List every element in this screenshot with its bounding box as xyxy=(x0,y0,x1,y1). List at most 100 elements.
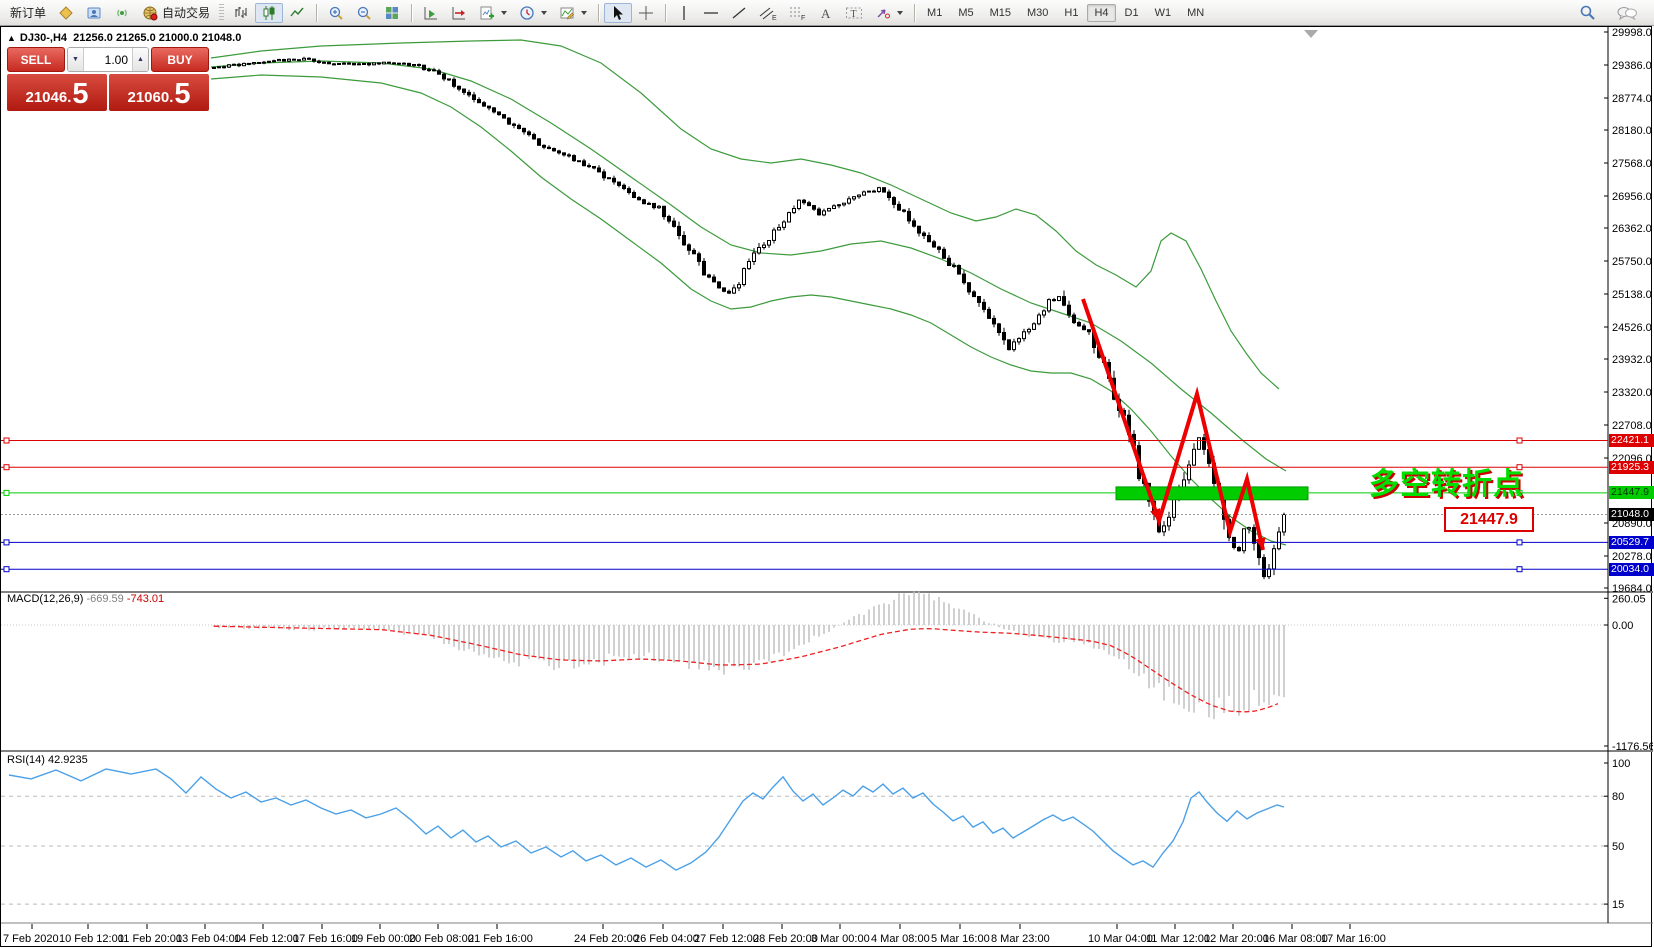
svg-text:3 Mar 00:00: 3 Mar 00:00 xyxy=(811,933,870,945)
community-icon[interactable] xyxy=(80,3,108,23)
macd-label: MACD(12,26,9) -669.59 -743.01 xyxy=(7,593,164,605)
svg-text:29386.0: 29386.0 xyxy=(1612,60,1652,72)
vertical-line-icon[interactable] xyxy=(671,3,697,23)
svg-text:A: A xyxy=(821,6,831,21)
svg-text:26362.0: 26362.0 xyxy=(1612,223,1652,235)
fibonacci-icon[interactable]: F xyxy=(783,3,813,23)
price-label-badge: 20529.7 xyxy=(1609,535,1654,549)
price-tag-label[interactable]: 21447.9 xyxy=(1444,507,1534,532)
svg-text:20890.0: 20890.0 xyxy=(1612,518,1652,530)
timeframe-mn[interactable]: MN xyxy=(1187,6,1205,19)
chat-icon[interactable] xyxy=(1610,3,1644,23)
volume-decrease-button[interactable]: ▼ xyxy=(68,48,84,71)
svg-text:11 Mar 12:00: 11 Mar 12:00 xyxy=(1146,933,1210,945)
search-icon[interactable] xyxy=(1573,3,1602,23)
timeframe-h1[interactable]: H1 xyxy=(1064,6,1079,19)
main-price-pane xyxy=(210,39,1309,580)
svg-text:20278.0: 20278.0 xyxy=(1612,551,1652,563)
signals-icon[interactable] xyxy=(108,3,136,23)
horizontal-lines[interactable] xyxy=(1,437,1608,573)
svg-text:5 Mar 16:00: 5 Mar 16:00 xyxy=(931,933,990,945)
timeframe-m5[interactable]: M5 xyxy=(958,6,974,19)
svg-text:28774.0: 28774.0 xyxy=(1612,93,1652,105)
timeframe-m15[interactable]: M15 xyxy=(989,6,1011,19)
macd-histogram xyxy=(213,591,1285,720)
volume-spinner: ▼ ▲ xyxy=(67,47,149,72)
new-order-diamond-icon[interactable] xyxy=(52,3,80,23)
text-icon[interactable]: A xyxy=(813,3,839,23)
svg-text:14 Feb 12:00: 14 Feb 12:00 xyxy=(234,933,299,945)
timeframe-d1[interactable]: D1 xyxy=(1124,6,1139,19)
one-click-trading-panel: SELL ▼ ▲ BUY 21046.5 21060.5 xyxy=(7,47,209,111)
new-order-button[interactable]: 新订单 xyxy=(4,3,52,23)
sell-button[interactable]: SELL xyxy=(7,47,65,72)
buy-price[interactable]: 21060. 5 xyxy=(109,74,209,111)
toolbar-separator xyxy=(665,3,667,22)
svg-text:17 Feb 16:00: 17 Feb 16:00 xyxy=(293,933,358,945)
chevron-down-icon xyxy=(897,10,904,15)
svg-text:8 Mar 23:00: 8 Mar 23:00 xyxy=(991,933,1050,945)
svg-text:E: E xyxy=(772,15,777,21)
sell-price[interactable]: 21046. 5 xyxy=(7,74,107,111)
svg-text:50: 50 xyxy=(1612,841,1624,853)
svg-text:F: F xyxy=(801,15,805,21)
main-toolbar: 新订单 自动交易 xyxy=(0,0,1654,26)
timeframe-h4[interactable]: H4 xyxy=(1087,3,1116,22)
svg-text:22708.0: 22708.0 xyxy=(1612,420,1652,432)
sell-price-main: 21046 xyxy=(25,89,68,106)
volume-input[interactable] xyxy=(84,48,132,71)
new-chart-icon[interactable] xyxy=(473,3,513,23)
svg-text:17 Mar 16:00: 17 Mar 16:00 xyxy=(1321,933,1386,945)
buy-button[interactable]: BUY xyxy=(151,47,209,72)
svg-text:19684.0: 19684.0 xyxy=(1612,583,1652,595)
volume-increase-button[interactable]: ▲ xyxy=(132,48,148,71)
trendline-icon[interactable] xyxy=(725,3,753,23)
svg-text:T: T xyxy=(851,9,857,20)
arrows-icon[interactable] xyxy=(869,3,909,23)
toolbar-separator xyxy=(411,3,413,22)
price-label-badge: 21447.9 xyxy=(1609,486,1654,500)
timeframe-w1[interactable]: W1 xyxy=(1154,6,1172,19)
svg-text:27 Feb 12:00: 27 Feb 12:00 xyxy=(694,933,759,945)
buy-price-sep: . xyxy=(169,89,174,106)
crosshair-icon[interactable] xyxy=(632,3,660,23)
svg-text:25138.0: 25138.0 xyxy=(1612,289,1652,301)
rsi-pane: 100 80 50 15 xyxy=(1,758,1630,911)
svg-text:16 Mar 08:00: 16 Mar 08:00 xyxy=(1263,933,1328,945)
auto-trading-label: 自动交易 xyxy=(162,6,211,20)
svg-text:13 Feb 04:00: 13 Feb 04:00 xyxy=(176,933,241,945)
text-label-icon[interactable]: T xyxy=(839,3,869,23)
chart-canvas[interactable]: 29998.0 29386.0 28774.0 28180.0 27568.0 26956… xyxy=(1,27,1653,947)
symbol-period-label: DJ30-,H4 xyxy=(19,32,67,44)
chinese-annotation: 多空转折点 xyxy=(1369,468,1524,501)
equidistant-channel-icon[interactable]: E xyxy=(753,3,783,23)
svg-text:10 Mar 04:00: 10 Mar 04:00 xyxy=(1088,933,1153,945)
timeframe-m1[interactable]: M1 xyxy=(927,6,943,19)
collapse-triangle-icon[interactable]: ▲ xyxy=(7,33,16,43)
tile-windows-icon[interactable] xyxy=(378,3,406,23)
cursor-icon[interactable] xyxy=(604,2,633,23)
period-clock-icon[interactable] xyxy=(513,3,553,23)
svg-text:23320.0: 23320.0 xyxy=(1612,387,1652,399)
bollinger-bands xyxy=(210,39,1287,546)
line-chart-icon[interactable] xyxy=(283,3,311,23)
chart-shift-icon[interactable] xyxy=(445,3,473,23)
auto-scroll-icon[interactable] xyxy=(417,3,445,23)
ohlc-values: 21256.0 21265.0 21000.0 21048.0 xyxy=(73,32,242,44)
sell-price-big-digit: 5 xyxy=(72,78,89,110)
horizontal-line-icon[interactable] xyxy=(697,3,725,23)
template-icon[interactable] xyxy=(553,3,593,23)
price-label-badge: 21925.3 xyxy=(1609,460,1654,474)
buy-price-main: 21060 xyxy=(127,89,170,106)
zoom-in-icon[interactable] xyxy=(322,3,350,23)
auto-trading-button[interactable]: 自动交易 xyxy=(136,3,216,23)
svg-text:15: 15 xyxy=(1612,899,1624,911)
svg-text:26956.0: 26956.0 xyxy=(1612,191,1652,203)
zoom-out-icon[interactable] xyxy=(350,3,378,23)
toolbar-separator xyxy=(598,3,600,22)
bar-chart-icon[interactable] xyxy=(227,3,255,23)
macd-name: MACD(12,26,9) xyxy=(7,593,84,605)
timeframe-m30[interactable]: M30 xyxy=(1027,6,1049,19)
candlestick-chart-icon[interactable] xyxy=(255,2,284,23)
